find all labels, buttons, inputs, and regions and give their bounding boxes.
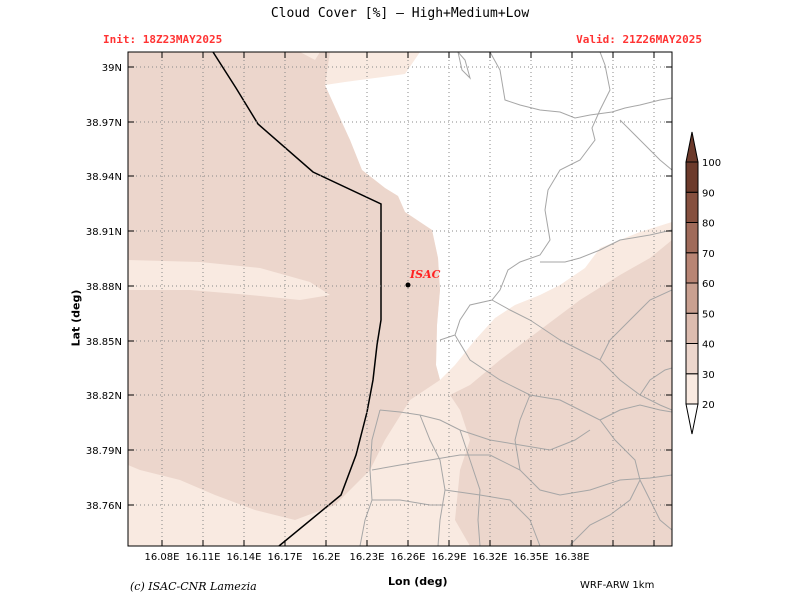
- x-tick-label: 16.11E: [186, 552, 221, 563]
- y-tick-label: 38.85N: [86, 337, 122, 348]
- colorbar-level-label: 40: [702, 340, 715, 351]
- credit-text: (c) ISAC-CNR Lamezia: [130, 580, 257, 593]
- admin-borders: [359, 52, 672, 546]
- x-tick-label: 16.17E: [268, 552, 303, 563]
- colorbar-box: [685, 191, 699, 223]
- x-tick-label: 16.23E: [350, 552, 385, 563]
- x-tick-label: 16.08E: [145, 552, 180, 563]
- y-tick-label: 38.82N: [86, 391, 122, 402]
- cloud-region-clear: [325, 52, 672, 380]
- cloud-region-40-50-east: [450, 240, 672, 546]
- x-tick-label: 16.38E: [555, 552, 590, 563]
- map-title: Cloud Cover [%] — High+Medium+Low: [270, 6, 530, 21]
- valid-time: Valid: 21Z26MAY2025: [576, 33, 702, 46]
- x-tick-label: 16.26E: [391, 552, 426, 563]
- colorbar-level-label: 20: [702, 400, 715, 411]
- cloud-region-30-40-band: [128, 260, 330, 300]
- colorbar-level-label: 30: [702, 370, 715, 381]
- colorbar-level-label: 50: [702, 309, 715, 320]
- x-tick-label: 16.32E: [473, 552, 508, 563]
- x-tick-label: 16.14E: [227, 552, 262, 563]
- colorbar-box: [685, 343, 699, 375]
- y-tick-label: 38.94N: [86, 172, 122, 183]
- station-marker-isac: [405, 282, 411, 288]
- y-tick-label: 39N: [102, 63, 122, 74]
- y-tick-label: 38.91N: [86, 227, 122, 238]
- x-tick-label: 16.35E: [514, 552, 549, 563]
- x-tick-label: 16.2E: [312, 552, 341, 563]
- colorbar-box: [685, 161, 699, 193]
- colorbar-level-label: 90: [702, 188, 715, 199]
- colorbar: [685, 131, 699, 435]
- plot-frame: [127, 51, 673, 547]
- x-axis: [161, 52, 655, 546]
- coastline: [212, 52, 382, 546]
- y-axis: [128, 66, 672, 506]
- y-tick-label: 38.76N: [86, 501, 122, 512]
- colorbar-box: [685, 252, 699, 284]
- colorbar-triangle-min: [685, 403, 699, 435]
- colorbar-triangle-max: [685, 131, 699, 163]
- y-tick-label: 38.97N: [86, 118, 122, 129]
- station-label-isac: ISAC: [409, 268, 441, 281]
- grid-lines: [128, 52, 672, 546]
- colorbar-box: [685, 373, 699, 405]
- colorbar-level-label: 100: [702, 158, 721, 169]
- colorbar-box: [685, 282, 699, 314]
- y-tick-label: 38.88N: [86, 282, 122, 293]
- cloud-region-clear-small: [360, 138, 392, 165]
- init-time: Init: 18Z23MAY2025: [103, 33, 223, 46]
- y-tick-label: 38.79N: [86, 446, 122, 457]
- colorbar-box: [685, 222, 699, 254]
- colorbar-box: [685, 312, 699, 344]
- model-label: WRF-ARW 1km: [580, 580, 655, 591]
- colorbar-level-label: 70: [702, 249, 715, 260]
- colorbar-labels: 20 30 40 50 60 70 80 90 100: [702, 158, 721, 411]
- x-tick-label: 16.29E: [432, 552, 467, 563]
- colorbar-level-label: 80: [702, 219, 715, 230]
- x-axis-label: Lon (deg): [388, 575, 448, 588]
- y-axis-label: Lat (deg): [69, 289, 83, 347]
- colorbar-level-label: 60: [702, 279, 715, 290]
